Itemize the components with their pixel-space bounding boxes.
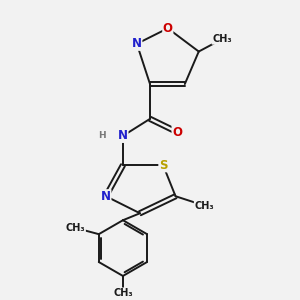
Text: N: N (101, 190, 111, 203)
Text: CH₃: CH₃ (212, 34, 232, 44)
Text: S: S (159, 159, 167, 172)
Text: H: H (98, 131, 106, 140)
Text: N: N (132, 37, 142, 50)
Text: O: O (163, 22, 173, 35)
Text: CH₃: CH₃ (113, 288, 133, 298)
Text: CH₃: CH₃ (66, 223, 86, 233)
Text: N: N (118, 129, 128, 142)
Text: CH₃: CH₃ (194, 200, 214, 211)
Text: O: O (172, 125, 182, 139)
